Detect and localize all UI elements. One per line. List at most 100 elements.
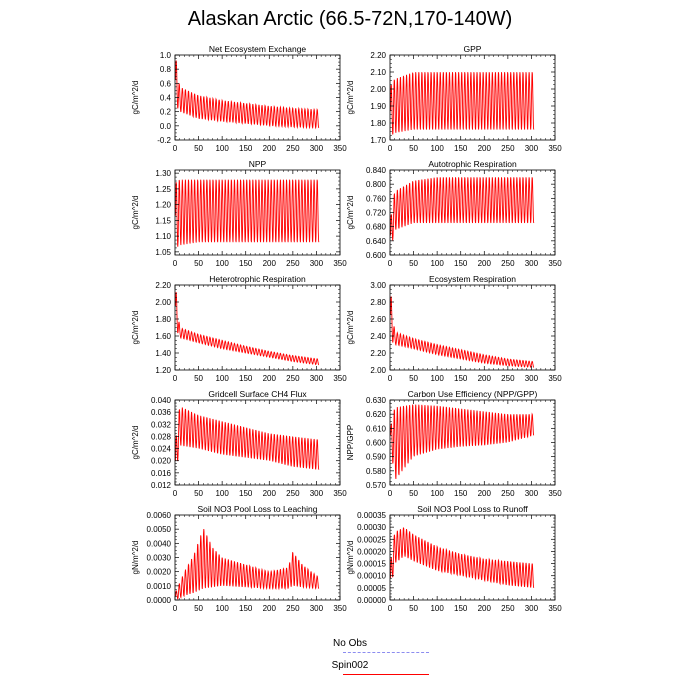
y-tick-label: 0.00025 [357, 535, 386, 544]
y-tick-label: 1.70 [370, 136, 386, 145]
y-tick-label: 0.640 [366, 237, 387, 246]
x-tick-label: 300 [310, 259, 324, 268]
x-tick-label: 0 [388, 144, 393, 153]
x-tick-label: 350 [548, 374, 562, 383]
x-tick-label: 200 [263, 144, 277, 153]
x-tick-label: 150 [239, 144, 253, 153]
chart-panel-5: Heterotrophic Respiration gC/m^2/d 0 50 100 1… [131, 274, 347, 383]
legend-line-no-obs [343, 652, 429, 653]
x-tick-label: 300 [310, 604, 324, 613]
x-tick-label: 50 [194, 259, 203, 268]
y-tick-label: 2.00 [370, 366, 386, 375]
x-tick-label: 350 [333, 259, 347, 268]
y-tick-label: 0.2 [160, 108, 172, 117]
y-tick-label: 0.032 [151, 420, 172, 429]
panel-title: Soil NO3 Pool Loss to Runoff [417, 504, 528, 514]
panel-title: GPP [464, 44, 482, 54]
y-tick-label: 0.0050 [147, 525, 172, 534]
y-tick-label: 1.20 [155, 201, 171, 210]
y-tick-label: 0.00020 [357, 547, 386, 556]
y-tick-label: 1.05 [155, 248, 171, 257]
y-axis-label: gN/m^2/d [346, 541, 355, 575]
y-axis-label: gC/m^2/d [346, 311, 355, 345]
x-tick-label: 350 [333, 604, 347, 613]
x-tick-label: 250 [501, 489, 515, 498]
y-tick-label: 0.0010 [147, 582, 172, 591]
y-axis-label: gC/m^2/d [346, 196, 355, 230]
x-tick-label: 150 [454, 144, 468, 153]
series-line [390, 72, 535, 135]
legend-line-spin002 [343, 674, 429, 675]
panel-title: Gridcell Surface CH4 Flux [208, 389, 307, 399]
y-tick-label: 0.680 [366, 223, 387, 232]
y-axis-label: gC/m^2/d [346, 81, 355, 115]
x-tick-label: 350 [548, 259, 562, 268]
x-tick-label: 150 [239, 259, 253, 268]
y-tick-label: 0.020 [151, 457, 172, 466]
series-line [175, 60, 320, 130]
y-tick-label: 1.30 [155, 169, 171, 178]
x-tick-label: 250 [501, 259, 515, 268]
chart-panel-1: Net Ecosystem Exchange gC/m^2/d 0 50 100 150 2… [131, 44, 347, 153]
panel-title: Autotrophic Respiration [428, 159, 517, 169]
y-tick-label: 2.10 [370, 68, 386, 77]
y-axis-label: gC/m^2/d [131, 81, 140, 115]
y-tick-label: 2.20 [370, 349, 386, 358]
x-tick-label: 50 [409, 374, 418, 383]
y-tick-label: 1.40 [155, 349, 171, 358]
y-tick-label: 0.8 [160, 65, 172, 74]
y-tick-label: 2.20 [155, 281, 171, 290]
y-tick-label: 2.80 [370, 298, 386, 307]
y-axis-label: NPP/GPP [346, 425, 355, 461]
chart-panel-6: Ecosystem Respiration gC/m^2/d 0 50 100 150 20… [346, 274, 562, 383]
x-tick-label: 100 [215, 489, 229, 498]
x-tick-label: 150 [454, 259, 468, 268]
chart-panel-8: Carbon Use Efficiency (NPP/GPP) NPP/GPP 0 5… [346, 389, 562, 498]
y-tick-label: 0.620 [366, 410, 387, 419]
y-tick-label: 0.0020 [147, 568, 172, 577]
y-tick-label: 0.00035 [357, 511, 386, 520]
y-tick-label: 0.0030 [147, 554, 172, 563]
x-tick-label: 200 [478, 604, 492, 613]
x-tick-label: 50 [194, 374, 203, 383]
x-tick-label: 350 [548, 144, 562, 153]
x-tick-label: 200 [263, 604, 277, 613]
x-tick-label: 50 [194, 144, 203, 153]
x-tick-label: 350 [333, 374, 347, 383]
x-tick-label: 200 [478, 144, 492, 153]
x-tick-label: 100 [430, 604, 444, 613]
y-tick-label: 0.012 [151, 481, 172, 490]
x-tick-label: 100 [215, 144, 229, 153]
y-tick-label: 0.00015 [357, 560, 386, 569]
y-tick-label: 0.016 [151, 469, 172, 478]
x-tick-label: 0 [173, 144, 178, 153]
x-tick-label: 100 [430, 259, 444, 268]
x-tick-label: 50 [409, 489, 418, 498]
y-tick-label: 1.0 [160, 51, 172, 60]
y-tick-label: 2.00 [155, 298, 171, 307]
series-line [175, 179, 320, 247]
x-tick-label: 300 [525, 259, 539, 268]
chart-panel-3: NPP gC/m^2/d 0 50 100 150 200 250 300 350 1.05 1.10… [131, 159, 347, 268]
y-tick-label: 0.800 [366, 180, 387, 189]
y-tick-label: 1.90 [370, 102, 386, 111]
panel-title: NPP [249, 159, 267, 169]
x-tick-label: 0 [388, 489, 393, 498]
y-tick-label: 0.0040 [147, 539, 172, 548]
series-line [175, 528, 320, 600]
x-tick-label: 350 [548, 489, 562, 498]
y-tick-label: 0.4 [160, 94, 172, 103]
x-tick-label: 200 [263, 259, 277, 268]
x-tick-label: 300 [525, 604, 539, 613]
y-tick-label: 1.60 [155, 332, 171, 341]
panel-title: Carbon Use Efficiency (NPP/GPP) [408, 389, 538, 399]
x-tick-label: 250 [286, 144, 300, 153]
plot-frame [389, 284, 556, 371]
chart-panel-4: Autotrophic Respiration gC/m^2/d 0 50 100 150… [346, 159, 562, 268]
y-tick-label: 0.570 [366, 481, 387, 490]
x-tick-label: 300 [310, 489, 324, 498]
x-tick-label: 300 [525, 374, 539, 383]
x-tick-label: 150 [239, 374, 253, 383]
x-tick-label: 300 [525, 144, 539, 153]
series-line [390, 296, 535, 368]
